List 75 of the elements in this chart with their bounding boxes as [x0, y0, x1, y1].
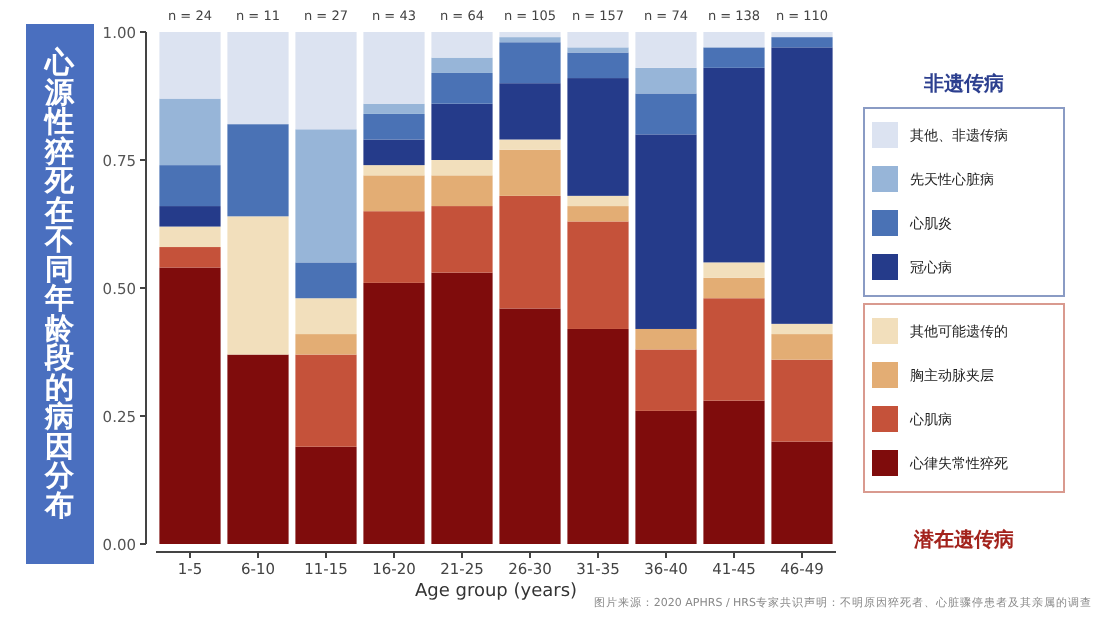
- bar: [499, 195, 561, 309]
- bar: [363, 282, 425, 544]
- bar: [431, 160, 493, 176]
- bar: [363, 103, 425, 114]
- bar: [567, 206, 629, 222]
- bar: [771, 441, 833, 544]
- bar: [771, 359, 833, 442]
- bar: [363, 175, 425, 212]
- bar: [703, 277, 765, 299]
- bar: [703, 400, 765, 544]
- bar: [771, 47, 833, 324]
- bar: [771, 32, 833, 38]
- bar: [499, 32, 561, 38]
- bar: [567, 32, 629, 48]
- bar: [567, 47, 629, 53]
- bar: [567, 221, 629, 329]
- bar: [635, 32, 697, 68]
- bar: [295, 32, 357, 130]
- bar: [567, 52, 629, 79]
- bar: [227, 124, 289, 217]
- bar: [635, 410, 697, 544]
- bar: [499, 42, 561, 84]
- bar: [431, 72, 493, 104]
- bar: [363, 165, 425, 176]
- bar: [227, 32, 289, 125]
- title: 心源性猝死在不同年龄段的病因分布: [26, 24, 94, 564]
- bar: [159, 206, 221, 227]
- bar: [227, 354, 289, 544]
- bar: [771, 334, 833, 360]
- bar: [295, 262, 357, 299]
- bar: [567, 195, 629, 207]
- bar: [295, 354, 357, 447]
- bar: [295, 334, 357, 355]
- bar: [771, 37, 833, 48]
- bar: [159, 247, 221, 268]
- bar: [431, 57, 493, 73]
- bar: [499, 37, 561, 43]
- bar: [635, 67, 697, 94]
- bar: [159, 32, 221, 99]
- bar: [703, 262, 765, 278]
- bar: [703, 67, 765, 263]
- bar: [295, 446, 357, 544]
- bar: [159, 226, 221, 248]
- bar: [499, 139, 561, 150]
- bar: [431, 32, 493, 58]
- bar: [227, 216, 289, 355]
- bar: [363, 139, 425, 166]
- text: 潜在遗传病: [912, 528, 1014, 552]
- bar: [635, 134, 697, 329]
- bar: [295, 298, 357, 335]
- bar: [635, 328, 697, 350]
- bar: [567, 78, 629, 196]
- bar: [771, 323, 833, 335]
- bar: [159, 267, 221, 544]
- bar: [567, 328, 629, 544]
- text: 非遗传病: [922, 72, 1004, 96]
- bar: [703, 298, 765, 401]
- bar: [363, 32, 425, 104]
- bar: [499, 308, 561, 544]
- bar: [499, 83, 561, 140]
- bar: [635, 93, 697, 135]
- bar: [499, 149, 561, 196]
- bar: [295, 129, 357, 263]
- bar: [431, 103, 493, 160]
- bar: [703, 47, 765, 68]
- bar: [363, 113, 425, 140]
- x-axis-title: Age group (years): [414, 582, 578, 602]
- bar: [159, 165, 221, 207]
- bar: [431, 206, 493, 273]
- bar: [159, 98, 221, 166]
- bar: [363, 211, 425, 283]
- bar: [703, 32, 765, 48]
- bar: [635, 349, 697, 411]
- bar: [431, 175, 493, 207]
- bar: [431, 272, 493, 544]
